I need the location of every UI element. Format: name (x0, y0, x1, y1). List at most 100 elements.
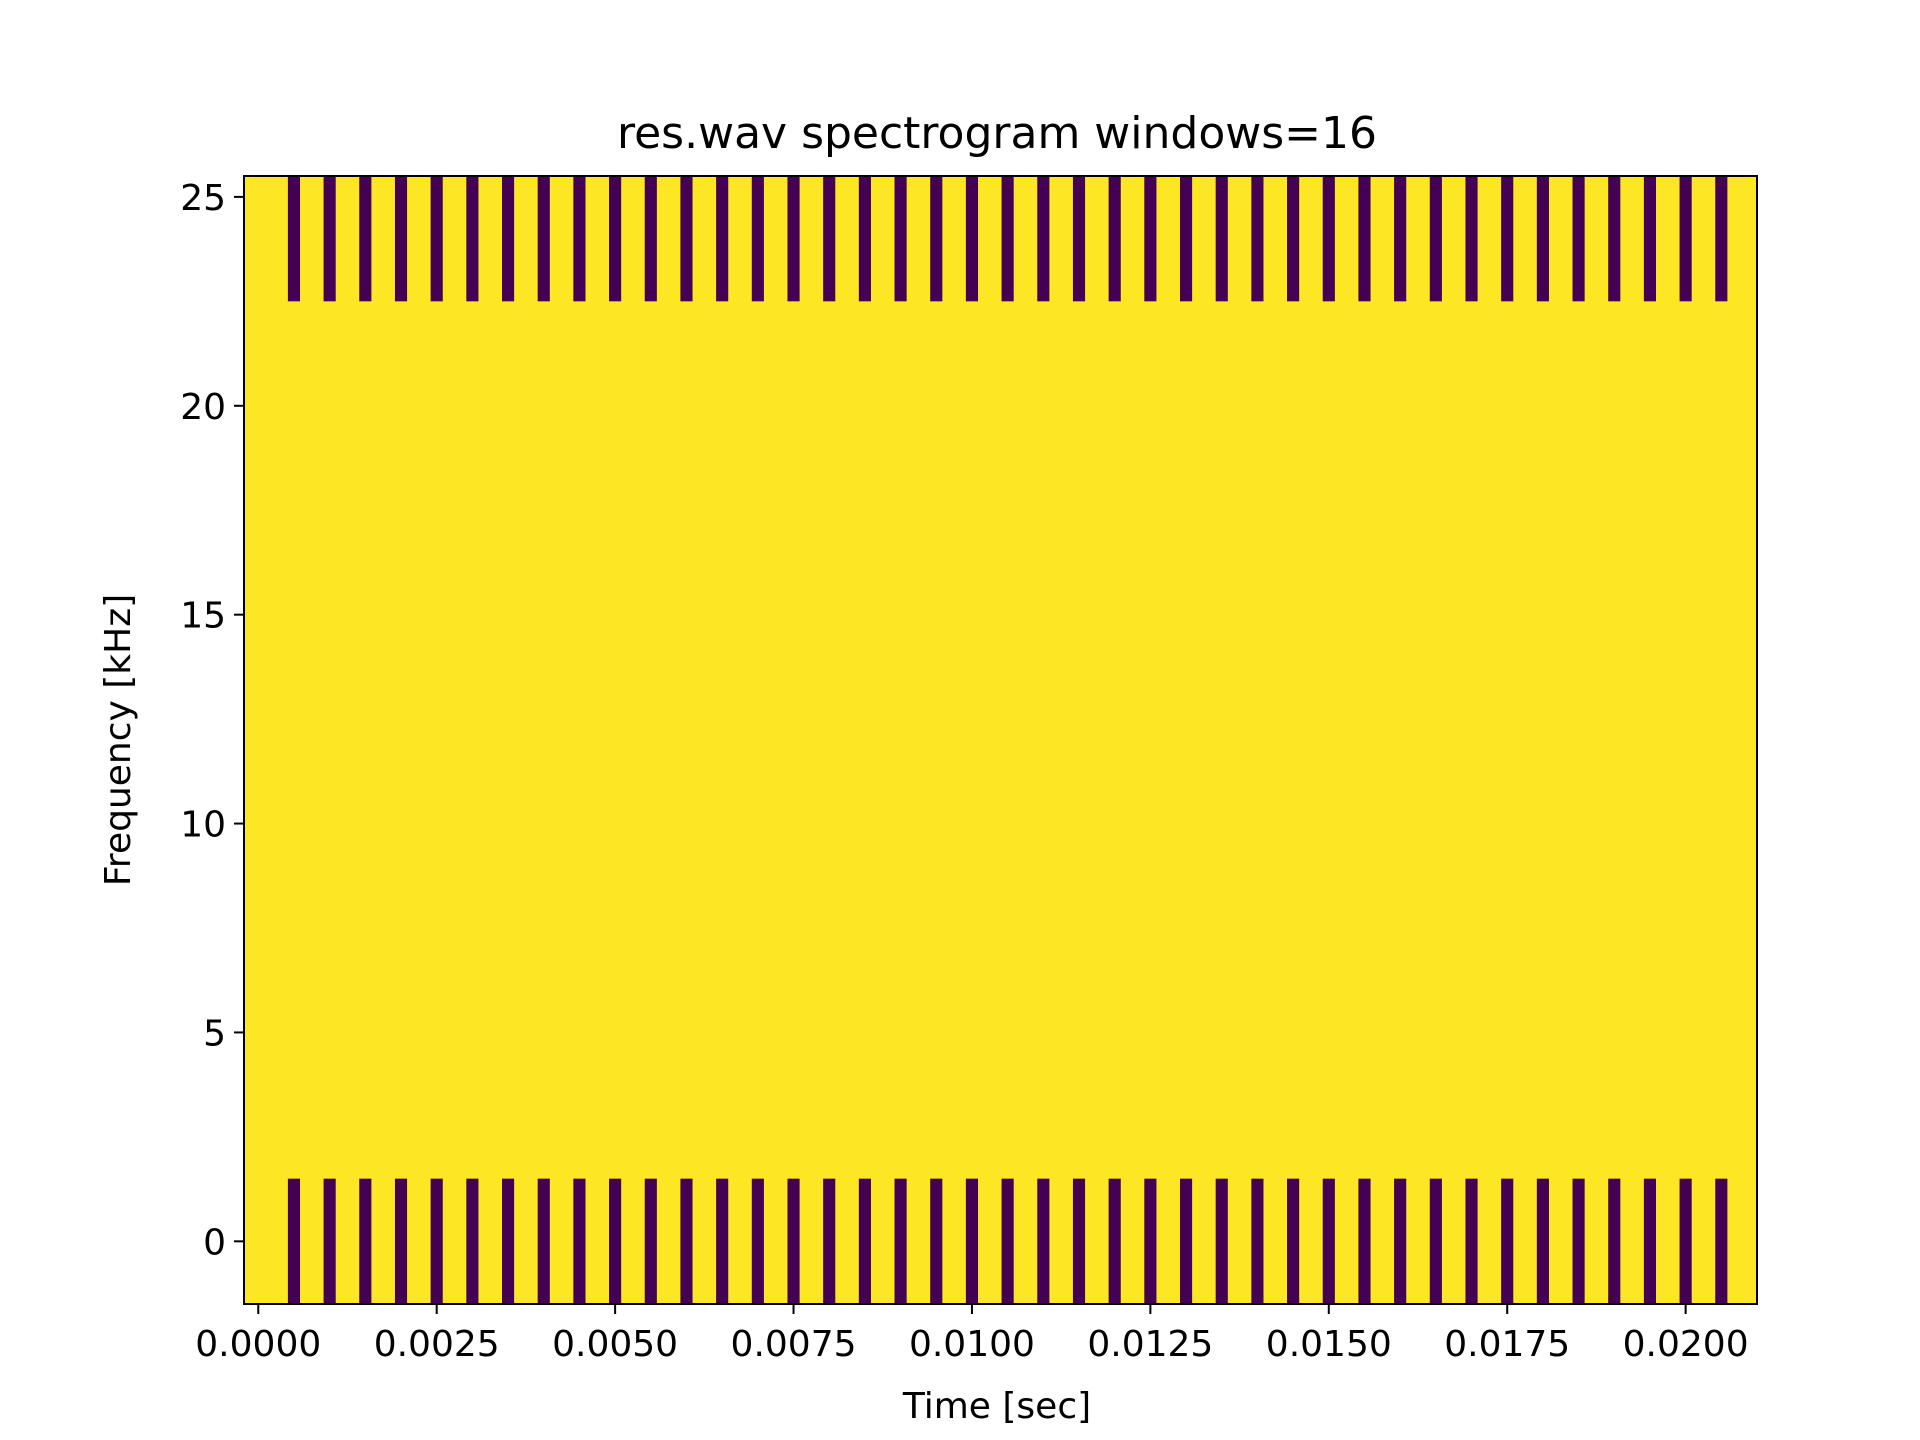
spectrogram-stripe (1394, 1178, 1407, 1304)
spectrogram-stripe (1287, 1178, 1300, 1304)
spectrogram-stripe (323, 176, 336, 302)
spectrogram-stripe (1465, 1178, 1478, 1304)
spectrogram-stripe (1144, 1178, 1157, 1304)
x-tick-label: 0.0100 (909, 1324, 1035, 1365)
spectrogram-stripe (1536, 176, 1549, 302)
stripe-band-high (287, 176, 1728, 302)
x-axis-label: Time [sec] (902, 1386, 1091, 1427)
spectrogram-stripe (680, 1178, 693, 1304)
spectrogram-stripe (823, 176, 836, 302)
spectrogram-stripe (1679, 176, 1692, 302)
spectrogram-stripe (894, 176, 907, 302)
spectrogram-stripe (394, 1178, 408, 1304)
spectrogram-stripe (359, 1178, 372, 1304)
spectrogram-stripe (1572, 1178, 1585, 1304)
spectrogram-stripe (287, 1178, 301, 1304)
spectrogram-stripe (751, 176, 764, 302)
chart-title: res.wav spectrogram windows=16 (617, 108, 1377, 159)
spectrogram-stripe (823, 1178, 836, 1304)
y-axis-label: Frequency [kHz] (98, 594, 139, 886)
spectrogram-stripe (644, 1178, 657, 1304)
spectrogram-stripe (466, 176, 479, 302)
spectrogram-stripe (1072, 176, 1086, 302)
spectrogram-stripe (1179, 1178, 1193, 1304)
y-tick-label: 25 (180, 178, 226, 219)
spectrogram-stripe (1501, 1178, 1514, 1304)
x-axis: 0.0000 0.0025 0.0050 0.0075 0.0100 0.0125 0.01… (195, 1304, 1749, 1365)
spectrogram-stripe (1037, 1178, 1050, 1304)
spectrogram-stripe (1215, 1178, 1228, 1304)
spectrogram-stripe (1144, 176, 1157, 302)
spectrogram-stripe (1322, 176, 1335, 302)
spectrogram-stripe (858, 176, 871, 302)
spectrogram-stripe (680, 176, 693, 302)
spectrogram-stripe (1501, 176, 1514, 302)
spectrogram-stripe (1287, 176, 1300, 302)
spectrogram-stripe (609, 1178, 622, 1304)
y-tick-label: 0 (203, 1222, 226, 1263)
x-tick-label: 0.0025 (374, 1324, 500, 1365)
x-tick-label: 0.0175 (1444, 1324, 1570, 1365)
x-tick-label: 0.0125 (1087, 1324, 1213, 1365)
spectrogram-stripe (1429, 176, 1442, 302)
spectrogram-stripe (430, 176, 443, 302)
spectrogram-stripe (1322, 1178, 1335, 1304)
spectrogram-stripe (965, 1178, 979, 1304)
spectrogram-stripe (1465, 176, 1478, 302)
spectrogram-stripe (1001, 176, 1014, 302)
spectrogram-stripe (716, 176, 729, 302)
spectrogram-stripe (1715, 1178, 1728, 1304)
spectrogram-stripe (394, 176, 408, 302)
spectrogram-stripe (1037, 176, 1050, 302)
y-axis: 0 5 10 15 20 25 (180, 178, 244, 1263)
spectrogram-stripe (537, 176, 550, 302)
y-tick-label: 20 (180, 387, 226, 428)
spectrogram-stripe (1108, 1178, 1121, 1304)
spectrogram-stripe (573, 176, 586, 302)
spectrogram-stripe (930, 176, 943, 302)
spectrogram-stripe (1358, 1178, 1371, 1304)
spectrogram-stripe (1643, 176, 1657, 302)
spectrogram-stripe (1215, 176, 1228, 302)
spectrogram-stripe (787, 176, 800, 302)
spectrogram-stripe (644, 176, 657, 302)
spectrogram-stripe (1429, 1178, 1442, 1304)
spectrogram-stripe (466, 1178, 479, 1304)
spectrogram-stripe (1643, 1178, 1657, 1304)
spectrogram-stripe (609, 176, 622, 302)
spectrogram-stripe (1608, 1178, 1621, 1304)
y-tick-label: 10 (180, 805, 226, 846)
spectrogram-stripe (501, 176, 515, 302)
spectrogram-stripe (965, 176, 979, 302)
spectrogram-stripe (573, 1178, 586, 1304)
plot-frame (243, 175, 1758, 1305)
x-tick-label: 0.0200 (1623, 1324, 1749, 1365)
spectrogram-stripe (894, 1178, 907, 1304)
spectrogram-stripe (1072, 1178, 1086, 1304)
spectrogram-stripe (287, 176, 301, 302)
stripe-band-low (287, 1178, 1728, 1304)
spectrogram-stripe (1251, 1178, 1264, 1304)
spectrogram-stripe (1572, 176, 1585, 302)
spectrogram-stripe (501, 1178, 515, 1304)
spectrogram-stripe (1358, 176, 1371, 302)
spectrogram-stripe (1394, 176, 1407, 302)
x-tick-label: 0.0150 (1266, 1324, 1392, 1365)
y-tick-label: 5 (203, 1013, 226, 1054)
spectrogram-stripe (537, 1178, 550, 1304)
spectrogram-stripe (1536, 1178, 1549, 1304)
x-tick-label: 0.0050 (552, 1324, 678, 1365)
spectrogram-stripe (359, 176, 372, 302)
spectrogram-stripe (716, 1178, 729, 1304)
x-tick-label: 0.0075 (731, 1324, 857, 1365)
spectrogram-stripe (1679, 1178, 1692, 1304)
spectrogram-stripe (930, 1178, 943, 1304)
spectrogram-stripe (858, 1178, 871, 1304)
spectrogram-stripe (430, 1178, 443, 1304)
spectrogram-stripe (1179, 176, 1193, 302)
spectrogram-background (244, 176, 1757, 1304)
spectrogram-stripe (1001, 1178, 1014, 1304)
spectrogram-stripe (751, 1178, 764, 1304)
plot-area (243, 175, 1758, 1305)
